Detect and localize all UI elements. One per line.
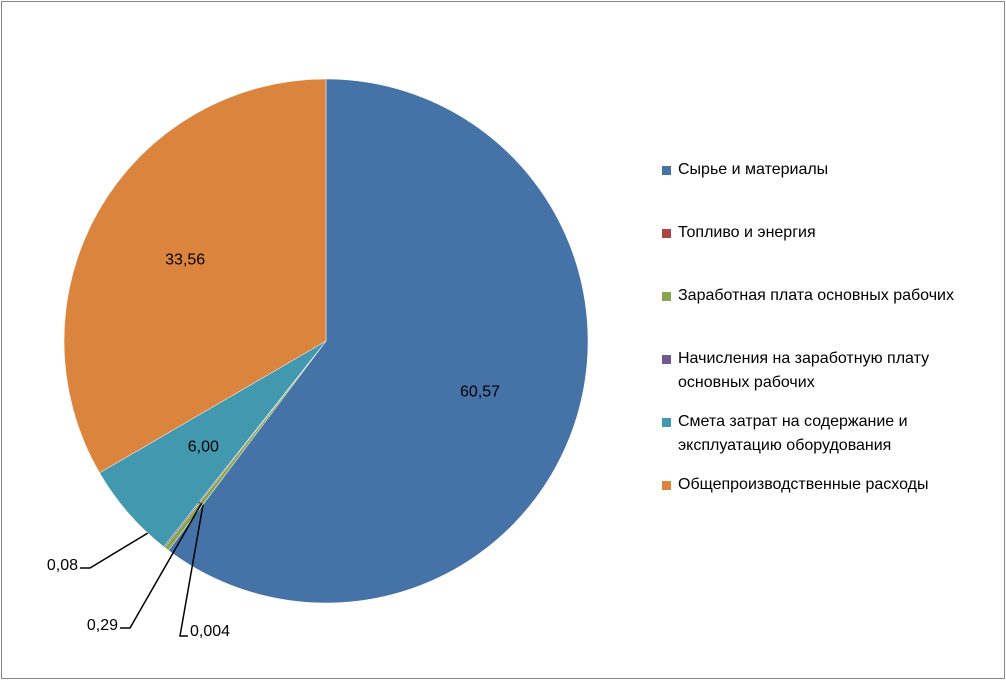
legend-item: Смета затрат на содержание и эксплуатаци… [662, 410, 972, 473]
legend-label: Топливо и энергия [678, 224, 816, 241]
data-label: 33,56 [165, 251, 205, 268]
legend-swatch [662, 229, 671, 238]
leader-line [179, 504, 204, 637]
legend-swatch [662, 481, 671, 490]
legend-item: Топливо и энергия [662, 221, 972, 284]
legend-label: Общепроизводственные расходы [678, 476, 929, 493]
pie-slice [168, 78, 589, 604]
legend-swatch [662, 166, 671, 175]
legend-label: Сырье и материалы [678, 161, 829, 178]
legend-label: Начисления на заработную плату основных … [678, 350, 930, 391]
legend: Сырье и материалы Топливо и энергия Зарабо… [662, 158, 972, 536]
legend-label: Смета затрат на содержание и эксплуатаци… [678, 413, 908, 454]
data-label: 6,00 [188, 439, 219, 456]
data-label: 0,08 [47, 557, 78, 574]
legend-item: Начисления на заработную плату основных … [662, 347, 972, 410]
legend-item: Сырье и материалы [662, 158, 972, 221]
data-label: 0,004 [190, 623, 230, 640]
legend-swatch [662, 355, 671, 364]
data-label: 0,29 [87, 617, 118, 634]
legend-item: Заработная плата основных рабочих [662, 284, 972, 347]
data-label: 60,57 [460, 384, 500, 401]
pie-slice [63, 78, 327, 474]
legend-swatch [662, 418, 671, 427]
legend-swatch [662, 292, 671, 301]
legend-label: Заработная плата основных рабочих [678, 287, 954, 304]
leader-line [120, 502, 203, 629]
legend-item: Общепроизводственные расходы [662, 473, 972, 536]
